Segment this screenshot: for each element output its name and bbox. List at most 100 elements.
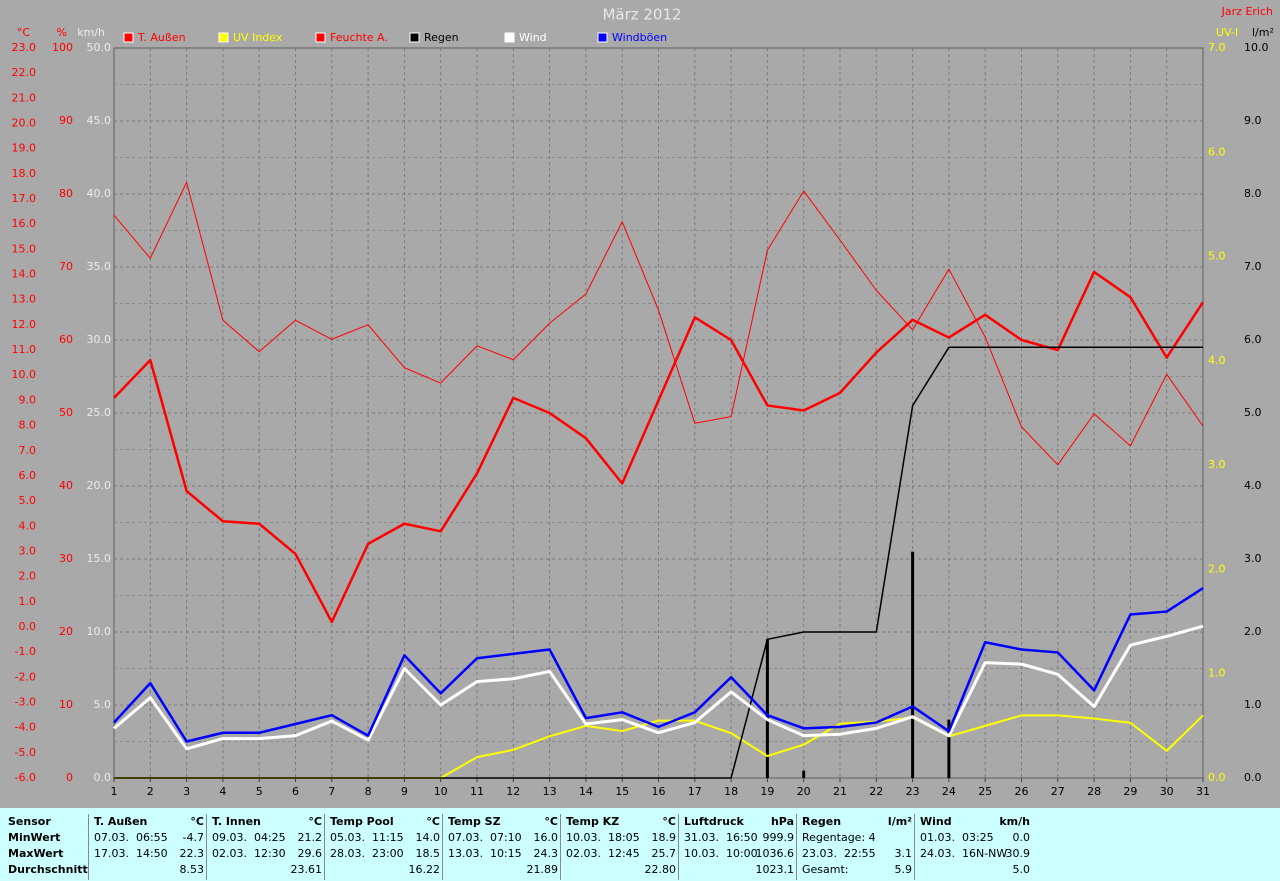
legend-label: Regen — [424, 31, 459, 44]
table-cell: Regentage: 4 — [802, 831, 876, 844]
table-cell: 05.03. 11:15 — [330, 831, 404, 844]
legend-swatch — [123, 32, 134, 43]
x-tick-label: 4 — [219, 785, 226, 798]
x-tick-label: 21 — [833, 785, 847, 798]
table-cell: °C — [544, 815, 558, 828]
y-tick-label: -4.0 — [15, 721, 36, 734]
table-cell: 09.03. 04:25 — [212, 831, 286, 844]
table-cell: °C — [190, 815, 204, 828]
y-tick-label: 3.0 — [1208, 458, 1226, 471]
x-tick-label: 13 — [543, 785, 557, 798]
x-tick-label: 19 — [760, 785, 774, 798]
column-separator — [206, 814, 207, 880]
y-tick-label: 0.0 — [1208, 771, 1226, 784]
y-tick-label: 0.0 — [94, 771, 112, 784]
y-tick-label: 10.0 — [1244, 41, 1269, 54]
y-tick-label: 6.0 — [1208, 145, 1226, 158]
table-cell: hPa — [770, 815, 794, 828]
y-tick-label: -1.0 — [15, 645, 36, 658]
table-cell: 5.9 — [894, 863, 913, 876]
x-tick-label: 28 — [1087, 785, 1101, 798]
table-cell: 30.9 — [1005, 847, 1031, 860]
table-cell: 1023.1 — [755, 863, 795, 876]
y-tick-label: 5.0 — [19, 494, 37, 507]
table-cell: 07.03. 07:10 — [448, 831, 522, 844]
x-tick-label: 27 — [1051, 785, 1065, 798]
x-tick-label: 25 — [978, 785, 992, 798]
column-separator — [560, 814, 561, 880]
y-tick-label: -5.0 — [15, 746, 36, 759]
y-tick-label: 13.0 — [12, 293, 37, 306]
y-tick-label: 7.0 — [1244, 260, 1262, 273]
table-cell: 01.03. 03:25 — [920, 831, 994, 844]
table-cell: 17.03. 14:50 — [94, 847, 168, 860]
table-cell: -4.7 — [182, 831, 204, 844]
y-tick-label: 10.0 — [87, 625, 112, 638]
y-tick-label: 17.0 — [12, 192, 37, 205]
legend-label: T. Außen — [137, 31, 186, 44]
table-cell: 23.03. 22:55 — [802, 847, 876, 860]
x-tick-label: 5 — [256, 785, 263, 798]
y-tick-label: 8.0 — [1244, 187, 1262, 200]
y-tick-label: 15.0 — [87, 552, 112, 565]
x-tick-label: 24 — [942, 785, 956, 798]
rain-bar — [765, 639, 769, 778]
table-cell: 999.9 — [762, 831, 795, 844]
table-cell: 25.7 — [651, 847, 677, 860]
x-tick-label: 7 — [328, 785, 335, 798]
y-tick-label: 20.0 — [12, 117, 37, 130]
table-cell: °C — [426, 815, 440, 828]
y-tick-label: 18.0 — [12, 167, 37, 180]
y-tick-label: 100 — [52, 41, 73, 54]
table-cell: 10.03. 10:00 — [684, 847, 758, 860]
y-tick-label: 6.0 — [19, 469, 37, 482]
table-cell: 02.03. 12:45 — [566, 847, 640, 860]
table-cell: 24.3 — [533, 847, 559, 860]
rain-bar — [802, 770, 806, 778]
y-tick-label: 90 — [59, 114, 73, 127]
table-cell: l/m² — [887, 815, 912, 828]
legend-swatch — [218, 32, 229, 43]
column-separator — [88, 814, 89, 880]
legend-label: Wind — [519, 31, 547, 44]
x-tick-label: 11 — [470, 785, 484, 798]
table-cell: 23.61 — [290, 863, 323, 876]
axis-title: % — [57, 26, 67, 39]
table-cell: 18.9 — [651, 831, 677, 844]
x-tick-label: 20 — [797, 785, 811, 798]
table-cell: Wind — [920, 815, 952, 828]
table-cell: 22.3 — [179, 847, 205, 860]
y-tick-label: 9.0 — [19, 393, 37, 406]
table-cell: 8.53 — [179, 863, 205, 876]
y-tick-label: 20.0 — [87, 479, 112, 492]
y-tick-label: 0.0 — [19, 620, 37, 633]
y-tick-label: 40.0 — [87, 187, 112, 200]
y-tick-label: 15.0 — [12, 242, 37, 255]
table-cell: 18.5 — [415, 847, 441, 860]
table-cell: T. Innen — [212, 815, 261, 828]
column-separator — [324, 814, 325, 880]
x-tick-label: 9 — [401, 785, 408, 798]
y-tick-label: 1.0 — [19, 595, 37, 608]
y-tick-label: 8.0 — [19, 419, 37, 432]
y-tick-label: 3.0 — [1244, 552, 1262, 565]
series-line — [113, 181, 1204, 466]
table-cell: Luftdruck — [684, 815, 744, 828]
y-tick-label: 30 — [59, 552, 73, 565]
table-cell: 29.6 — [297, 847, 323, 860]
x-tick-label: 22 — [869, 785, 883, 798]
x-tick-label: 2 — [147, 785, 154, 798]
y-tick-label: 45.0 — [87, 114, 112, 127]
series-line — [113, 587, 1204, 743]
series-line — [114, 346, 1203, 779]
x-tick-label: 14 — [579, 785, 593, 798]
author: Jarz Erich — [1221, 5, 1273, 18]
y-tick-label: 3.0 — [19, 544, 37, 557]
y-tick-label: 5.0 — [94, 698, 112, 711]
y-tick-label: 0 — [66, 771, 73, 784]
legend-swatch — [315, 32, 326, 43]
table-cell: Gesamt: — [802, 863, 849, 876]
series-line — [113, 624, 1204, 751]
column-separator — [678, 814, 679, 880]
